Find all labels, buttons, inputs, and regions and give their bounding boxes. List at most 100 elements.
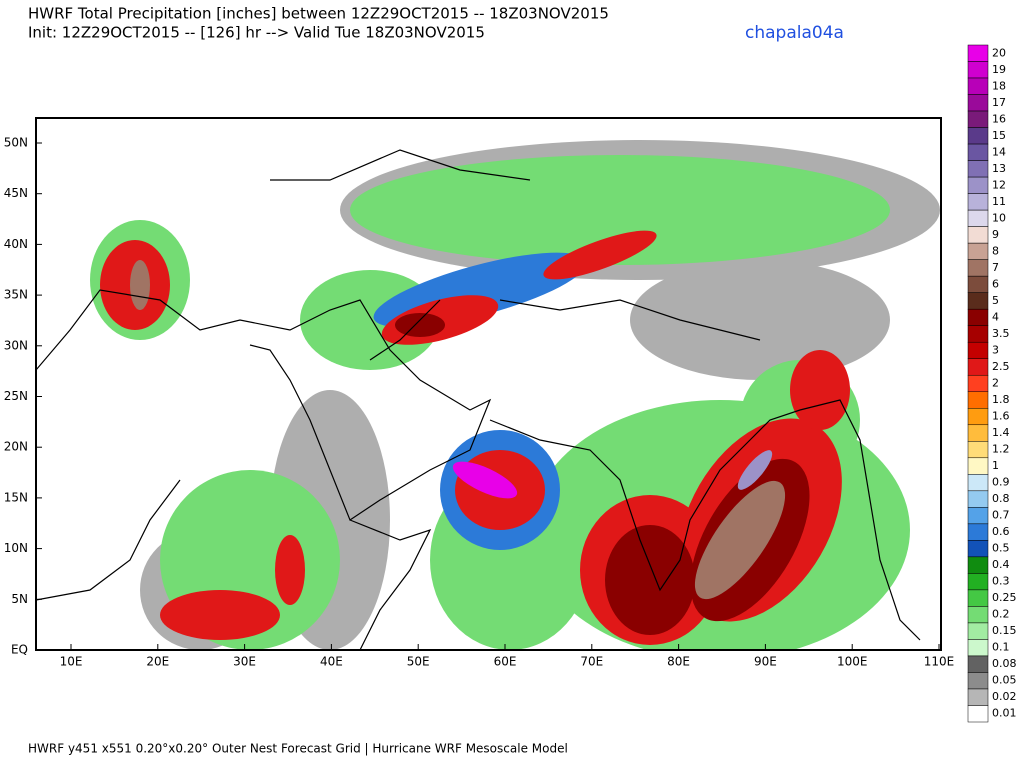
legend-label: 0.7 [992, 509, 1010, 522]
legend-label: 18 [992, 79, 1006, 92]
legend-swatch [967, 209, 989, 227]
legend-label: 13 [992, 162, 1006, 175]
legend-swatch [967, 540, 989, 558]
legend-label: 3.5 [992, 327, 1010, 340]
legend-label: 0.3 [992, 575, 1010, 588]
lon-label: 40E [320, 655, 343, 669]
lon-label: 20E [146, 655, 169, 669]
legend-label: 0.6 [992, 525, 1010, 538]
legend-swatch [967, 110, 989, 128]
footer: HWRF y451 x551 0.20°x0.20° Outer Nest Fo… [28, 742, 568, 756]
lat-label: EQ [11, 643, 28, 657]
storm-name: chapala04a [745, 23, 844, 43]
legend-swatch [967, 325, 989, 343]
lat-label: 15N [4, 490, 28, 504]
legend-label: 2 [992, 377, 999, 390]
color-legend: 20 19 18 17 16 15 14 13 12 11 10 9 8 7 6 5 4 3.5 3 2.5 2 1.8 1… [967, 44, 1017, 723]
legend-swatch [967, 259, 989, 277]
legend-swatch [967, 242, 989, 260]
legend-swatch [967, 127, 989, 145]
legend-swatch [967, 193, 989, 211]
legend-swatch [967, 77, 989, 95]
coastlines [36, 149, 921, 650]
legend-label: 14 [992, 145, 1006, 158]
precip-field [90, 140, 940, 650]
legend-swatch [967, 275, 989, 293]
lon-label: 90E [754, 655, 777, 669]
legend-label: 0.01 [992, 707, 1017, 720]
legend-label: 0.08 [992, 657, 1017, 670]
legend-label: 12 [992, 178, 1006, 191]
legend-swatch [967, 441, 989, 459]
legend-swatch [967, 226, 989, 244]
legend-swatch [967, 474, 989, 492]
legend-label: 1.6 [992, 410, 1010, 423]
legend-label: 3 [992, 343, 999, 356]
legend-label: 20 [992, 46, 1006, 59]
legend-label: 0.02 [992, 690, 1017, 703]
legend-label: 1.2 [992, 443, 1010, 456]
legend-swatch [967, 523, 989, 541]
legend-label: 0.15 [992, 624, 1017, 637]
legend-label: 0.25 [992, 591, 1017, 604]
legend-swatch [967, 160, 989, 178]
legend-label: 0.9 [992, 476, 1010, 489]
subtitle: Init: 12Z29OCT2015 -- [126] hr --> Valid… [28, 24, 485, 42]
map-frame [35, 117, 942, 651]
legend-swatch [967, 606, 989, 624]
lon-label: 10E [60, 655, 83, 669]
legend-swatch [967, 408, 989, 426]
legend-label: 2.5 [992, 360, 1010, 373]
legend-swatch [967, 589, 989, 607]
legend-swatch [967, 424, 989, 442]
legend-swatch [967, 308, 989, 326]
lat-label: 50N [4, 136, 28, 150]
lat-label: 45N [4, 186, 28, 200]
legend-swatch [967, 374, 989, 393]
legend-label: 10 [992, 211, 1006, 224]
legend-label: 15 [992, 129, 1006, 142]
legend-label: 0.4 [992, 558, 1010, 571]
legend-label: 4 [992, 310, 999, 323]
lon-label: 60E [494, 655, 517, 669]
legend-swatch [967, 358, 989, 376]
lat-label: 10N [4, 541, 28, 555]
legend-label: 0.05 [992, 674, 1017, 687]
legend-label: 7 [992, 261, 999, 274]
legend-swatch [967, 341, 989, 359]
legend-label: 19 [992, 63, 1006, 76]
legend-label: 0.1 [992, 641, 1010, 654]
lon-label: 30E [233, 655, 256, 669]
legend-swatch [967, 490, 989, 508]
legend-label: 11 [992, 195, 1006, 208]
legend-swatch [967, 44, 989, 62]
legend-swatch [967, 688, 989, 706]
legend-label: 1.4 [992, 426, 1010, 439]
legend-label: 1 [992, 459, 999, 472]
lon-label: 80E [667, 655, 690, 669]
legend-swatch [967, 672, 989, 690]
map [35, 117, 942, 651]
legend-label: 0.2 [992, 608, 1010, 621]
lat-label: 25N [4, 389, 28, 403]
lat-label: 5N [11, 592, 28, 606]
legend-label: 0.5 [992, 542, 1010, 555]
lon-label: 100E [837, 655, 868, 669]
legend-swatch [967, 573, 989, 591]
legend-swatch [967, 639, 989, 657]
legend-swatch [967, 655, 989, 673]
legend-swatch [967, 705, 989, 723]
legend-label: 17 [992, 96, 1006, 109]
legend-label: 1.8 [992, 393, 1010, 406]
legend-swatch [967, 176, 989, 194]
title: HWRF Total Precipitation [inches] betwee… [28, 5, 609, 23]
legend-swatch [967, 143, 989, 161]
legend-swatch [967, 292, 989, 310]
lon-label: 70E [580, 655, 603, 669]
lat-label: 20N [4, 440, 28, 454]
legend-swatch [967, 61, 989, 79]
legend-swatch [967, 556, 989, 574]
legend-label: 9 [992, 228, 999, 241]
lat-label: 30N [4, 338, 28, 352]
legend-swatch [967, 507, 989, 525]
